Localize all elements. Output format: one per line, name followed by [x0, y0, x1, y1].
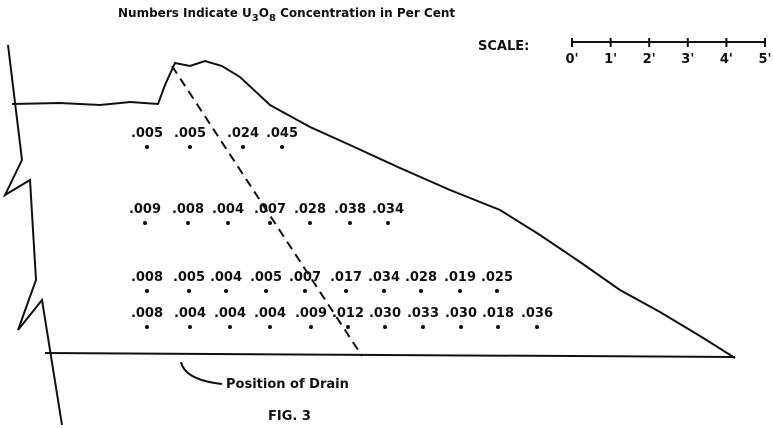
sample-point — [459, 325, 463, 329]
sample-point — [145, 145, 149, 149]
sample-value: .004 — [210, 270, 242, 285]
sample-value: .005 — [250, 270, 282, 285]
drain-line — [171, 65, 363, 357]
sample-value: .034 — [368, 270, 400, 285]
sample-value: .033 — [407, 306, 439, 321]
drain-label: Position of Drain — [226, 377, 349, 392]
sample-value: .045 — [266, 126, 298, 141]
sample-point — [344, 289, 348, 293]
sample-point — [458, 289, 462, 293]
sample-point — [224, 289, 228, 293]
sample-point — [280, 145, 284, 149]
sample-value: .025 — [481, 270, 513, 285]
sample-value: .008 — [131, 306, 163, 321]
base-line — [44, 352, 736, 358]
sample-point — [186, 221, 190, 225]
sample-value: .007 — [254, 202, 286, 217]
sample-point — [226, 221, 230, 225]
caption: FIG. 3 — [268, 409, 311, 424]
sample-point — [419, 289, 423, 293]
scale-tick-label: 5' — [758, 52, 771, 67]
scale-tick-label: 0' — [565, 52, 578, 67]
sample-value: .036 — [521, 306, 553, 321]
sample-point — [143, 221, 147, 225]
sample-value: .008 — [131, 270, 163, 285]
sample-point — [264, 289, 268, 293]
sample-value: .038 — [334, 202, 366, 217]
sample-value: .004 — [212, 202, 244, 217]
ground-profile — [11, 59, 736, 359]
sample-value: .028 — [294, 202, 326, 217]
sample-point — [145, 289, 149, 293]
scale-tick-label: 2' — [643, 52, 656, 67]
scale-tick-label: 4' — [720, 52, 733, 67]
sample-point — [303, 289, 307, 293]
scale-label: SCALE: — [478, 39, 529, 54]
sample-point — [535, 325, 539, 329]
sample-point — [309, 325, 313, 329]
sample-value: .024 — [227, 126, 259, 141]
sample-value: .009 — [295, 306, 327, 321]
left-wall — [2, 44, 63, 426]
sample-value: .030 — [445, 306, 477, 321]
sample-value: .005 — [174, 126, 206, 141]
scale-tick-label: 1' — [604, 52, 617, 67]
sample-point — [268, 325, 272, 329]
sample-point — [346, 325, 350, 329]
sample-point — [308, 221, 312, 225]
sample-point — [188, 145, 192, 149]
sample-value: .009 — [129, 202, 161, 217]
sample-value: .012 — [332, 306, 364, 321]
sample-value: .019 — [444, 270, 476, 285]
sample-point — [421, 325, 425, 329]
sample-point — [496, 325, 500, 329]
drain-pointer — [180, 361, 223, 385]
sample-point — [348, 221, 352, 225]
sample-value: .005 — [173, 270, 205, 285]
sample-point — [145, 325, 149, 329]
sample-point — [241, 145, 245, 149]
sample-value: .017 — [330, 270, 362, 285]
sample-point — [268, 221, 272, 225]
title: Numbers Indicate U3O8 Concentration in P… — [118, 6, 455, 24]
sample-value: .004 — [214, 306, 246, 321]
sample-point — [228, 325, 232, 329]
sample-point — [495, 289, 499, 293]
sample-point — [188, 325, 192, 329]
sample-value: .034 — [372, 202, 404, 217]
sample-value: .030 — [369, 306, 401, 321]
scale-tick-label: 3' — [681, 52, 694, 67]
sample-point — [386, 221, 390, 225]
sample-point — [383, 325, 387, 329]
sample-value: .008 — [172, 202, 204, 217]
sample-point — [187, 289, 191, 293]
sample-point — [382, 289, 386, 293]
sample-value: .007 — [289, 270, 321, 285]
sample-value: .028 — [405, 270, 437, 285]
sample-value: .004 — [254, 306, 286, 321]
sample-value: .004 — [174, 306, 206, 321]
sample-value: .005 — [131, 126, 163, 141]
sample-value: .018 — [482, 306, 514, 321]
